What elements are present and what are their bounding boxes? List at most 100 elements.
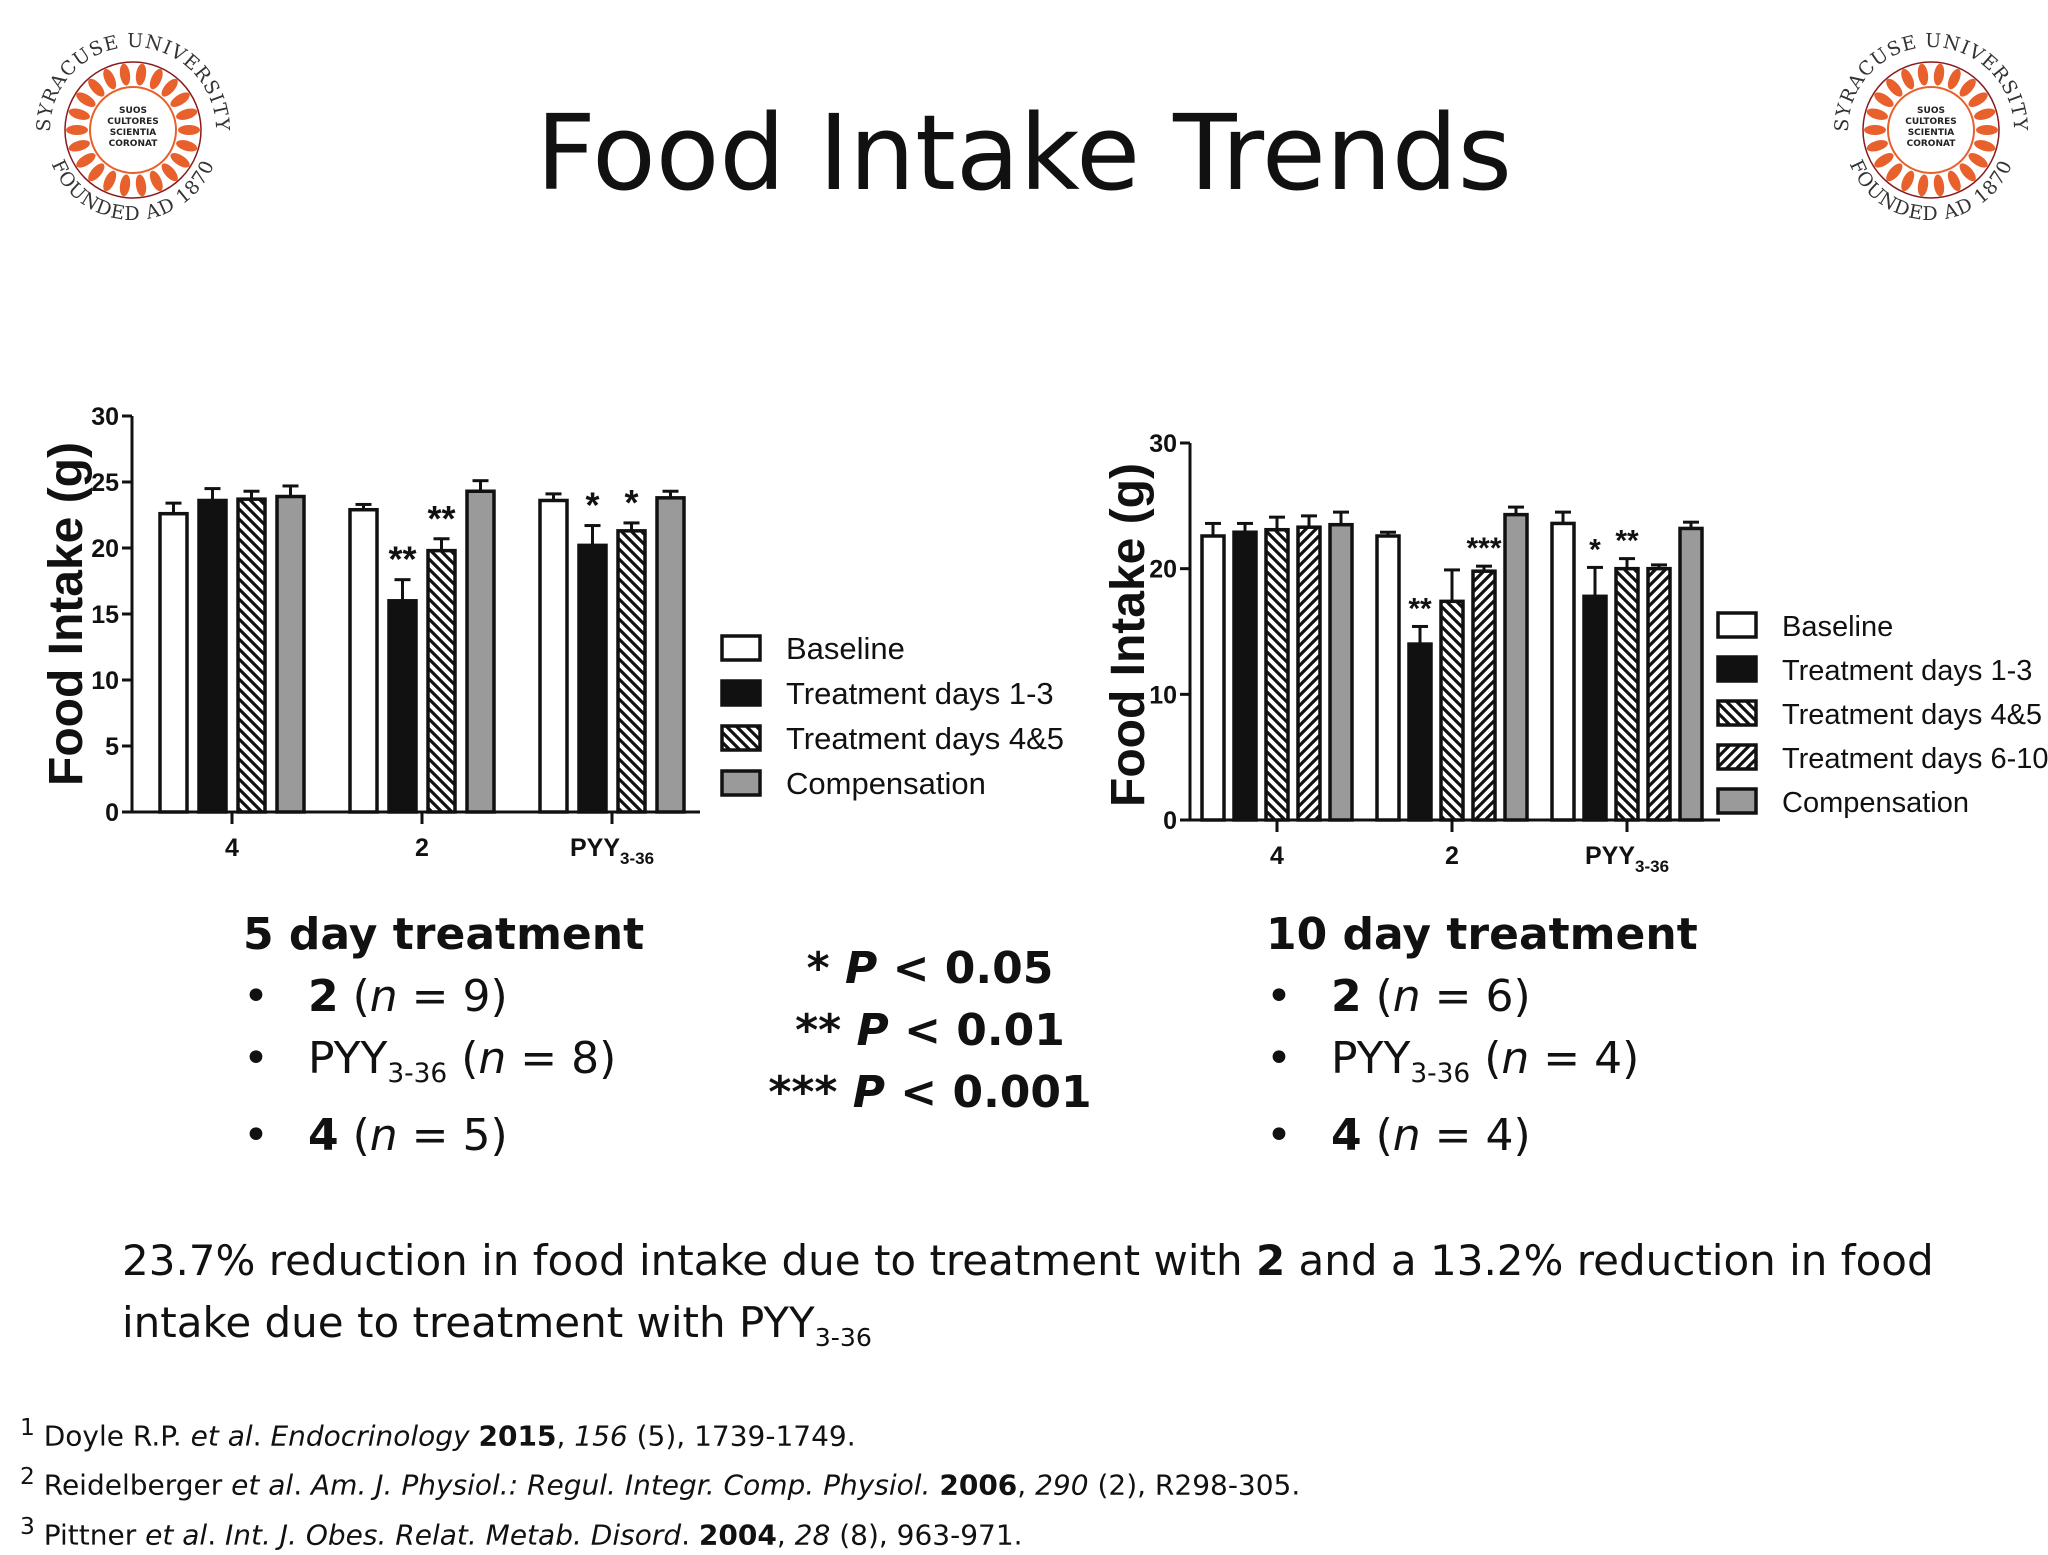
legend-label: Treatment days 1-3	[786, 676, 1054, 711]
laurel-leaf-icon	[76, 92, 96, 107]
bullet-icon: •	[243, 1110, 269, 1162]
five-day-info: 5 day treatment • 2 (n = 9) • PYY3-36 (n = …	[243, 904, 644, 1167]
p-value-threshold: < 0.05	[877, 943, 1054, 994]
bar-treatment-days-1-3	[197, 498, 228, 814]
y-tick-label: 30	[1149, 430, 1177, 458]
laurel-leaf-icon	[1933, 174, 1945, 197]
laurel-leaf-icon	[170, 153, 190, 168]
reference-year: 2004	[698, 1517, 777, 1551]
reference-pages: (5), 1739-1749.	[627, 1419, 856, 1453]
laurel-leaf-icon	[119, 63, 131, 86]
laurel-leaf-icon	[1886, 78, 1903, 97]
bar-compensation	[1503, 512, 1529, 822]
reference-sep	[470, 1419, 479, 1452]
bar-baseline	[1200, 534, 1226, 822]
y-tick-label: 15	[91, 601, 119, 629]
summary-part1: 23.7% reduction in food intake due to tr…	[122, 1236, 1256, 1285]
laurel-leaf-icon	[119, 174, 131, 197]
laurel-leaf-icon	[1968, 92, 1988, 107]
laurel-leaf-icon	[66, 125, 88, 135]
significance-marker: *	[1589, 533, 1601, 566]
y-tick-label: 5	[105, 733, 119, 761]
five-day-heading: 5 day treatment	[243, 909, 645, 960]
summary-bold1: 2	[1255, 1236, 1286, 1285]
bar-compensation	[655, 496, 686, 814]
bar-baseline	[348, 507, 379, 814]
legend-swatch	[1716, 655, 1758, 683]
five_day-item-n-value: = 8)	[506, 1033, 617, 1084]
reference-comma: ,	[1017, 1468, 1036, 1502]
seal-inner-ring	[64, 61, 202, 199]
reference-volume: 28	[794, 1517, 831, 1551]
reference-number: 2	[20, 1462, 35, 1491]
seal-motto-line: CORONAT	[1907, 139, 1957, 149]
y-tick-label: 30	[91, 403, 119, 431]
summary-part2: and a 13.2% reduction in food intake due…	[122, 1236, 1934, 1347]
legend-swatch	[720, 679, 762, 707]
legend-label: Treatment days 6-10	[1782, 743, 2048, 775]
five_day-item: • 2 (n = 9)	[243, 966, 644, 1028]
legend-label: Treatment days 4&5	[786, 721, 1064, 756]
reference-item: 2 Reidelberger et al. Am. J. Physiol.: R…	[20, 1456, 1300, 1505]
reference-journal: Int. J. Obes. Relat. Metab. Disord	[225, 1517, 682, 1551]
laurel-leaf-icon	[68, 108, 90, 120]
five_day-item-n-label: n	[478, 1033, 507, 1084]
significance-marker: **	[427, 498, 455, 539]
y-tick-label: 20	[91, 535, 119, 563]
p-value-key: * P < 0.05 ** P < 0.01 *** P < 0.001	[760, 938, 1100, 1124]
seal-motto-line: SUOS	[1917, 106, 1945, 116]
five_day-item-label: 2	[308, 971, 339, 1022]
laurel-leaf-icon	[1974, 140, 1996, 152]
ten_day-item-n-label: n	[1392, 1110, 1421, 1162]
laurel-leaf-icon	[1974, 108, 1996, 120]
bar-compensation	[1678, 526, 1704, 822]
laurel-leaf-icon	[135, 174, 147, 197]
bar-treatment-days-4-5	[1614, 566, 1640, 822]
laurel-leaf-icon	[103, 170, 117, 192]
laurel-leaf-icon	[1874, 153, 1894, 168]
five_day-item-n-value: = 5)	[397, 1110, 508, 1162]
reference-comma: ,	[556, 1419, 575, 1453]
laurel-leaf-icon	[161, 78, 178, 97]
ten_day-item-label: 4	[1331, 1110, 1362, 1162]
legend-label: Treatment days 1-3	[1782, 655, 2032, 687]
ten_day-item-open: (	[1470, 1033, 1502, 1084]
ten_day-item-label: 2	[1331, 971, 1362, 1022]
five_day-item: • 4 (n = 5)	[243, 1105, 644, 1167]
y-tick-label: 10	[1149, 681, 1177, 709]
bar-compensation	[1328, 522, 1354, 822]
laurel-leaf-icon	[135, 63, 147, 86]
five_day-item-n-label: n	[369, 971, 398, 1022]
reference-journal: Endocrinology	[270, 1419, 470, 1453]
y-tick-label: 20	[1149, 556, 1177, 584]
bar-baseline	[538, 498, 569, 814]
ten_day-item-n-value: = 4)	[1529, 1033, 1640, 1084]
references: 1 Doyle R.P. et al. Endocrinology 2015, …	[20, 1407, 1300, 1555]
p-value-row: ** P < 0.01	[760, 1000, 1100, 1062]
bar-treatment-days-1-3	[387, 599, 418, 814]
reference-comma: ,	[776, 1517, 795, 1551]
bar-treatment-days-4-5	[616, 529, 647, 814]
bullet-icon: •	[243, 971, 269, 1022]
seal-motto-line: CULTORES	[107, 117, 159, 127]
bar-baseline	[158, 511, 189, 814]
bar-treatment-days-4-5	[236, 497, 267, 814]
y-axis-label: Food Intake (g)	[40, 442, 93, 786]
reference-authors: Reidelberger	[34, 1468, 232, 1502]
legend-swatch	[720, 724, 762, 752]
laurel-leaf-icon	[1866, 140, 1888, 152]
p-value-label: P	[845, 943, 878, 994]
bullet-icon: •	[1266, 971, 1292, 1022]
laurel-leaf-icon	[1917, 174, 1929, 197]
bar-treatment-days-4-5	[1264, 527, 1290, 822]
laurel-leaf-icon	[1959, 163, 1976, 182]
seal-motto-line: CORONAT	[109, 139, 159, 149]
ten_day-item-n-label: n	[1392, 971, 1421, 1022]
summary-text: 23.7% reduction in food intake due to tr…	[122, 1230, 1942, 1369]
slide-title: Food Intake Trends	[536, 92, 1512, 214]
reference-sep: .	[681, 1517, 699, 1551]
legend-swatch	[720, 634, 762, 662]
ten_day-item-n-value: = 6)	[1420, 971, 1531, 1022]
